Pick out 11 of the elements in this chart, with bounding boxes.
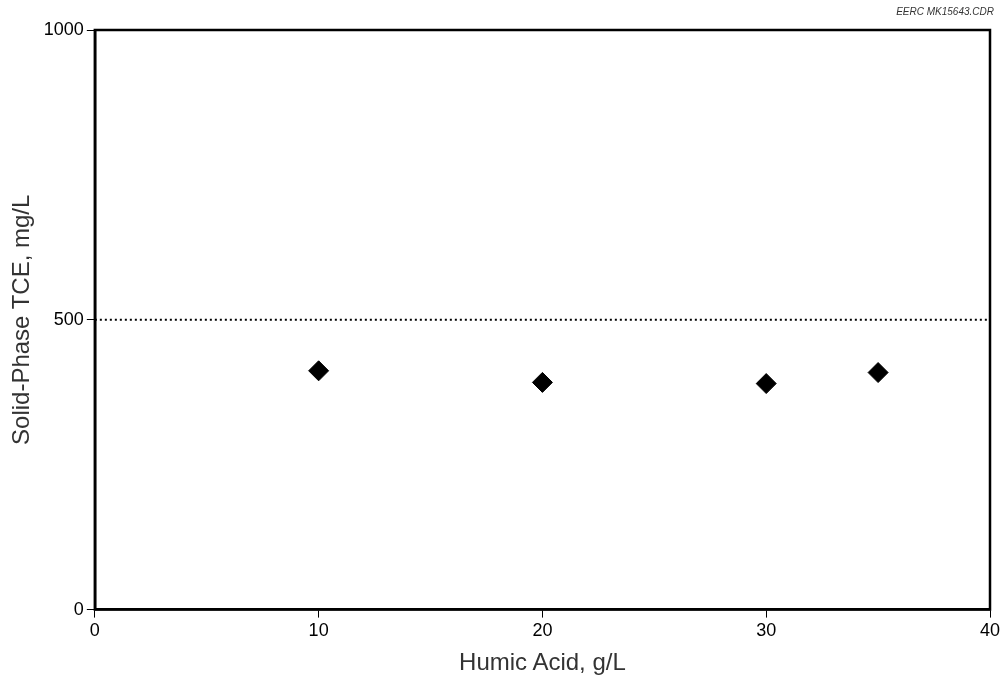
x-tick-label: 20 (532, 620, 553, 641)
text: EERC MK15643.CDR (896, 6, 994, 17)
x-tick-label: 10 (308, 620, 329, 641)
y-tick-label: 0 (73, 598, 84, 619)
x-tick-label: 0 (89, 620, 100, 641)
y-tick-label: 500 (53, 308, 84, 329)
y-tick-label: 1000 (43, 18, 84, 39)
y-axis-title: Solid-Phase TCE, mg/L (7, 194, 35, 445)
x-axis-title: Humic Acid, g/L (459, 648, 626, 676)
x-tick-label: 30 (756, 620, 777, 641)
x-tick-label: 40 (979, 620, 1001, 641)
